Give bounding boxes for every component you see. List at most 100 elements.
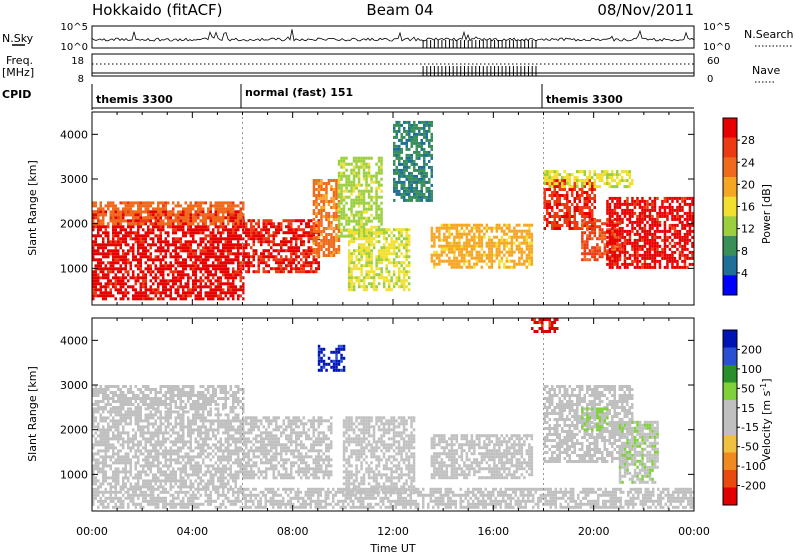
heatmap-cell <box>576 182 579 186</box>
heatmap-cell <box>270 267 273 271</box>
heatmap-cell <box>568 221 571 224</box>
heatmap-cell <box>227 261 230 265</box>
heatmap-cell <box>643 217 647 221</box>
heatmap-cell <box>94 210 97 214</box>
heatmap-cell <box>623 199 627 203</box>
heatmap-cell <box>478 256 481 260</box>
heatmap-cell <box>551 209 554 212</box>
heatmap-cell <box>638 232 642 236</box>
heatmap-cell <box>573 209 576 212</box>
heatmap-cell <box>438 256 441 260</box>
heatmap-cell <box>586 215 589 218</box>
heatmap-cell <box>355 222 358 226</box>
heatmap-cell <box>525 265 529 269</box>
heatmap-cell <box>94 452 97 456</box>
heatmap-cell <box>272 231 275 235</box>
heatmap-cell <box>252 249 255 253</box>
heatmap-cell <box>636 232 639 236</box>
nsearch-label: N.Search <box>744 28 794 41</box>
heatmap-cell <box>267 255 270 259</box>
heatmap-cell <box>182 261 185 265</box>
heatmap-cell <box>393 126 396 130</box>
heatmap-cell <box>367 255 371 259</box>
heatmap-cell <box>573 185 576 188</box>
heatmap-cell <box>400 174 403 178</box>
heatmap-cell <box>420 147 423 151</box>
heatmap-cell <box>601 231 604 235</box>
heatmap-cell <box>117 225 120 229</box>
heatmap-cell <box>157 291 160 295</box>
heatmap-cell <box>676 235 679 239</box>
heatmap-cell <box>478 226 481 230</box>
heatmap-cell <box>219 222 222 226</box>
heatmap-cell <box>207 264 210 268</box>
heatmap-cell <box>157 255 160 259</box>
heatmap-cell <box>122 261 125 265</box>
heatmap-cell <box>242 267 245 271</box>
heatmap-cell <box>147 225 150 229</box>
heatmap-cell <box>142 291 145 295</box>
heatmap-cell <box>127 270 130 274</box>
heatmap-cell <box>139 240 142 244</box>
heatmap-cell <box>357 189 361 193</box>
heatmap-cell <box>325 248 328 251</box>
heatmap-cell <box>152 213 155 217</box>
heatmap-cell <box>380 165 383 169</box>
heatmap-cell <box>147 213 150 217</box>
heatmap-cell <box>204 225 207 229</box>
y-tick-label: 3000 <box>60 173 88 186</box>
heatmap-cell <box>616 202 619 206</box>
heatmap-cell <box>239 276 242 280</box>
heatmap-cell <box>398 156 401 160</box>
heatmap-cell <box>239 252 242 256</box>
heatmap-cell <box>382 285 386 289</box>
heatmap-cell <box>591 197 594 200</box>
heatmap-cell <box>277 249 280 253</box>
heatmap-cell <box>548 185 551 189</box>
heatmap-cell <box>407 243 411 247</box>
heatmap-cell <box>217 285 220 289</box>
heatmap-cell <box>209 234 212 238</box>
heatmap-cell <box>666 196 669 200</box>
heatmap-cell <box>658 253 662 257</box>
heatmap-cell <box>340 228 343 232</box>
heatmap-cell <box>167 231 170 235</box>
heatmap-cell <box>678 214 682 218</box>
heatmap-cell <box>167 234 170 238</box>
heatmap-cell <box>270 240 273 244</box>
heatmap-cell <box>485 229 489 233</box>
heatmap-cell <box>433 232 436 236</box>
heatmap-cell <box>408 120 411 124</box>
heatmap-cell <box>332 215 336 218</box>
heatmap-cell <box>247 243 250 247</box>
heatmap-cell <box>337 186 341 190</box>
heatmap-cell <box>142 240 145 244</box>
heatmap-cell <box>420 174 423 178</box>
heatmap-cell <box>312 248 316 251</box>
heatmap-cell <box>217 249 220 253</box>
heatmap-cell <box>217 246 220 250</box>
heatmap-cell <box>229 231 232 235</box>
heatmap-cell <box>563 188 566 191</box>
heatmap-cell <box>134 201 137 205</box>
heatmap-cell <box>139 255 142 259</box>
heatmap-cell <box>410 138 413 142</box>
heatmap-cell <box>591 237 594 241</box>
heatmap-cell <box>310 261 313 265</box>
heatmap-cell <box>588 173 591 177</box>
heatmap-cell <box>92 240 95 244</box>
heatmap-cell <box>372 285 376 289</box>
heatmap-cell <box>102 255 105 259</box>
heatmap-cell <box>556 185 559 188</box>
heatmap-cell <box>342 183 346 187</box>
heatmap-cell <box>568 212 571 215</box>
heatmap-cell <box>300 234 303 238</box>
heatmap-cell <box>352 216 356 220</box>
heatmap-cell <box>227 222 230 226</box>
heatmap-cell <box>172 231 175 235</box>
heatmap-cell <box>345 201 348 205</box>
heatmap-cell <box>222 249 225 253</box>
heatmap-cell <box>643 244 647 248</box>
heatmap-cell <box>117 270 120 274</box>
heatmap-cell <box>661 256 664 260</box>
